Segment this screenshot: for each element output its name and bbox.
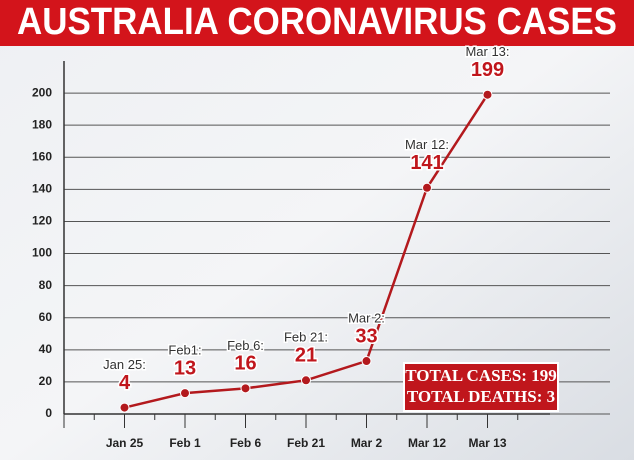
value-label: 13 bbox=[174, 357, 196, 379]
point-date: Feb 21: bbox=[284, 330, 328, 345]
totals-box bbox=[403, 362, 559, 412]
marker bbox=[482, 89, 493, 100]
value-label: 4 bbox=[119, 372, 131, 394]
x-tick-label: Feb 6 bbox=[230, 436, 262, 450]
y-tick-label: 140 bbox=[32, 182, 52, 196]
y-tick-label: 200 bbox=[32, 85, 52, 99]
total-deaths: TOTAL DEATHS: 3 bbox=[407, 387, 555, 406]
marker bbox=[180, 388, 190, 399]
y-tick-label: 180 bbox=[32, 117, 52, 131]
x-tick-label: Mar 2 bbox=[351, 436, 383, 450]
value-label: 141 bbox=[410, 152, 443, 174]
point-date: Mar 13: bbox=[465, 44, 509, 59]
point-date: Jan 25: bbox=[103, 357, 146, 372]
y-tick-label: 60 bbox=[39, 310, 53, 324]
x-tick-label: Feb 1 bbox=[169, 436, 201, 450]
value-label: 21 bbox=[295, 345, 317, 367]
total-cases: TOTAL CASES: 199 bbox=[405, 366, 556, 385]
marker bbox=[119, 402, 130, 413]
y-tick-label: 20 bbox=[39, 374, 53, 388]
y-tick-label: 160 bbox=[32, 149, 52, 163]
x-tick-label: Jan 25 bbox=[106, 436, 144, 450]
point-date: Mar 12: bbox=[405, 137, 449, 152]
point-date: Feb 6: bbox=[227, 338, 264, 353]
marker bbox=[361, 356, 372, 367]
point-date: Feb1: bbox=[168, 343, 201, 358]
marker bbox=[422, 182, 432, 193]
chart-title: AUSTRALIA CORONAVIRUS CASES bbox=[17, 1, 617, 43]
title-banner bbox=[0, 0, 634, 46]
value-label: 199 bbox=[471, 59, 504, 81]
marker bbox=[301, 375, 311, 386]
y-tick-label: 0 bbox=[45, 406, 52, 420]
value-label: 33 bbox=[355, 325, 377, 347]
value-label: 16 bbox=[234, 353, 256, 375]
point-date: Mar 2: bbox=[348, 310, 385, 325]
x-tick-label: Mar 13 bbox=[468, 436, 506, 450]
y-tick-label: 80 bbox=[39, 278, 53, 292]
marker bbox=[240, 383, 251, 394]
y-tick-label: 120 bbox=[32, 214, 52, 228]
y-tick-label: 40 bbox=[39, 342, 53, 356]
x-tick-label: Feb 21 bbox=[287, 436, 325, 450]
x-tick-label: Mar 12 bbox=[408, 436, 446, 450]
y-tick-label: 100 bbox=[32, 246, 52, 260]
